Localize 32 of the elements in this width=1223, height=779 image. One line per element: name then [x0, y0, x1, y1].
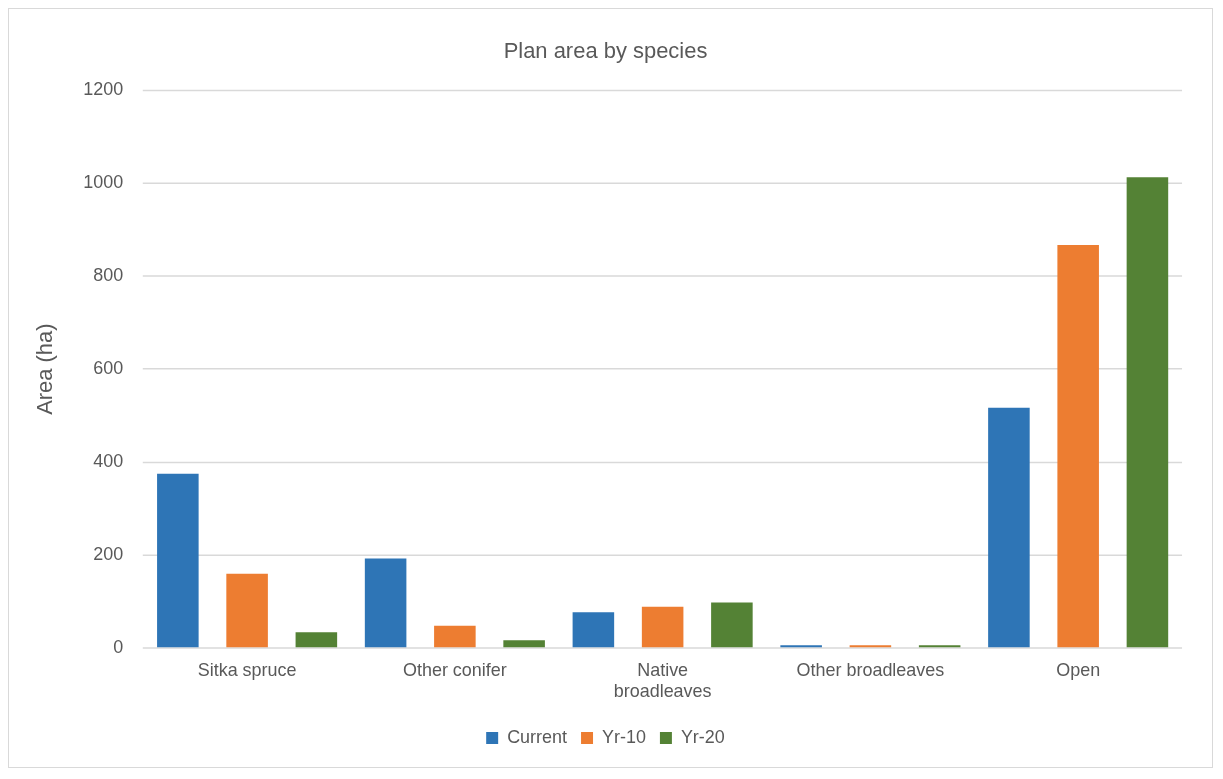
bar: [295, 632, 338, 648]
y-tick-label: 400: [93, 451, 124, 472]
bar: [918, 645, 961, 648]
legend-label: Yr-10: [602, 727, 646, 748]
y-tick-label: 600: [93, 358, 124, 379]
y-tick-label: 0: [113, 637, 124, 658]
bar: [711, 602, 753, 648]
y-axis-title: Area (ha): [32, 323, 58, 415]
bar: [780, 645, 822, 648]
bar: [1126, 177, 1169, 648]
bar: [988, 407, 1030, 648]
bar: [226, 573, 268, 648]
y-tick-label: 1000: [83, 172, 124, 193]
y-tick-label: 800: [93, 265, 124, 286]
x-tick-label: Other conifer: [402, 659, 507, 680]
x-tick-label: Sitka spruce: [197, 659, 297, 680]
bar: [1057, 245, 1099, 648]
bar: [364, 558, 407, 648]
bar: [434, 625, 476, 648]
bar: [157, 473, 199, 648]
x-tick-label: Native broadleaves: [613, 659, 712, 702]
y-tick-label: 200: [93, 544, 124, 565]
legend-label: Yr-20: [680, 727, 725, 748]
bar: [503, 640, 545, 648]
bar: [849, 645, 892, 648]
x-tick-label: Other broadleaves: [796, 659, 945, 680]
legend-label: Current: [507, 727, 568, 748]
y-tick-label: 1200: [83, 79, 124, 100]
x-tick-label: Open: [1056, 659, 1101, 680]
bar: [641, 606, 684, 648]
chart-title: Plan area by species: [503, 38, 708, 64]
bar: [572, 612, 615, 648]
